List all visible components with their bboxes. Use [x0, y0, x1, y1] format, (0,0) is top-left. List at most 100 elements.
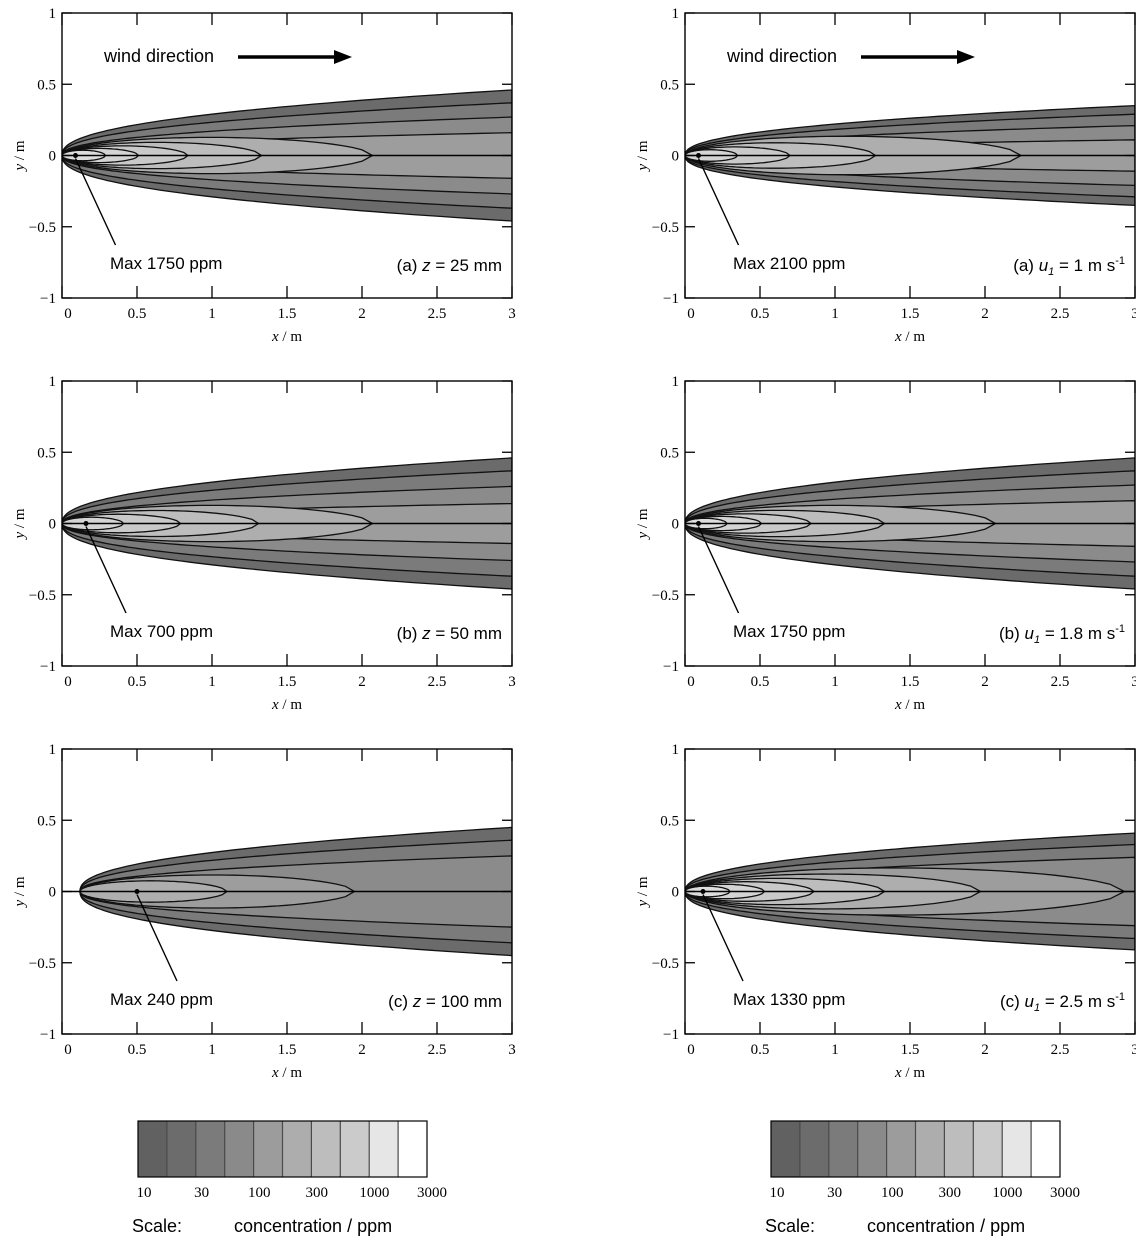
- x-tick-label: 2: [358, 306, 366, 322]
- x-tick-label: 2.5: [1051, 306, 1070, 322]
- x-tick-label: 2: [981, 306, 989, 322]
- y-tick-label: −1: [40, 1027, 56, 1043]
- max-leader-line: [697, 158, 740, 246]
- y-tick-label: 0.5: [660, 445, 679, 461]
- y-axis-label-var: y: [12, 900, 28, 909]
- x-tick-label: 1.5: [278, 306, 297, 322]
- colorbar-segment: [224, 1121, 255, 1177]
- x-tick-label: 2.5: [428, 306, 447, 322]
- y-tick-label: −1: [40, 291, 56, 307]
- x-axis-label-var: x: [894, 329, 902, 345]
- y-tick-label: 1: [49, 374, 57, 390]
- x-tick-label: 0: [64, 1042, 72, 1058]
- y-axis: 1 0.5 0 −0.5 −1: [29, 742, 512, 1043]
- x-tick-label: 1: [208, 1042, 216, 1058]
- max-label: Max 1750 ppm: [110, 254, 222, 273]
- caption-prefix: (a): [1013, 256, 1039, 275]
- caption-rest: = 50 mm: [431, 624, 502, 643]
- x-tick-label: 2: [358, 674, 366, 690]
- colorbar-segment: [340, 1121, 370, 1177]
- y-tick-label: 1: [672, 6, 680, 22]
- y-tick-label: 0.5: [660, 813, 679, 829]
- colorbar-segment: [886, 1121, 916, 1177]
- colorbar-segment: [857, 1121, 888, 1177]
- y-tick-label: 1: [49, 6, 57, 22]
- y-axis-label: y / m: [635, 876, 651, 908]
- colorbar-segment: [253, 1121, 283, 1177]
- wind-direction-arrow-head: [334, 50, 352, 64]
- y-tick-label: 0: [49, 517, 57, 533]
- colorbar-right: 10 30 100 300 1000 3000 Scale: concentration / …: [765, 1120, 1080, 1236]
- x-axis-label-var: x: [894, 697, 902, 713]
- x-tick-label: 3: [508, 306, 516, 322]
- y-axis-label: y / m: [12, 876, 28, 908]
- caption-variable: z: [412, 992, 422, 1011]
- caption-variable: u: [1025, 624, 1035, 643]
- x-tick-label: 1: [831, 674, 839, 690]
- y-tick-label: 0: [672, 517, 680, 533]
- x-axis: 0 0.5 1 1.5 2 2.5 3: [684, 381, 1136, 690]
- colorbar-segment: [915, 1121, 945, 1177]
- scale-prefix: Scale:: [132, 1216, 182, 1236]
- y-tick-label: 0.5: [37, 813, 56, 829]
- x-tick-label: 3: [508, 674, 516, 690]
- wind-direction-arrow-head: [957, 50, 975, 64]
- y-tick-label: −1: [40, 659, 56, 675]
- peak-marker: [134, 889, 140, 894]
- colorbar-segment: [311, 1121, 341, 1177]
- caption-rest: = 1 m s: [1054, 256, 1115, 275]
- x-tick-label: 0: [64, 674, 72, 690]
- x-tick-label: 1.5: [901, 1042, 920, 1058]
- y-axis-label-unit: / m: [635, 508, 651, 532]
- x-tick-label: 2: [981, 674, 989, 690]
- y-axis-label-var: y: [12, 164, 28, 173]
- scale-label: concentration / ppm: [867, 1216, 1025, 1236]
- colorbar-tick-label: 3000: [417, 1185, 447, 1201]
- peak-marker: [73, 153, 78, 158]
- x-tick-label: 3: [508, 1042, 516, 1058]
- caption-superscript: -1: [1115, 255, 1125, 267]
- caption-rest: = 25 mm: [431, 256, 502, 275]
- colorbar-segment: [166, 1121, 197, 1177]
- colorbar-tick-label: 30: [827, 1185, 842, 1201]
- caption-prefix: (b): [397, 624, 423, 643]
- caption-prefix: (c): [1000, 992, 1025, 1011]
- max-label: Max 700 ppm: [110, 622, 213, 641]
- x-axis-label-unit: / m: [902, 1065, 926, 1081]
- colorbar-segment: [1031, 1121, 1061, 1177]
- x-axis-label-unit: / m: [902, 697, 926, 713]
- caption-subscript: 1: [1034, 1002, 1040, 1014]
- x-tick-label: 3: [1131, 674, 1136, 690]
- x-tick-label: 3: [1131, 1042, 1136, 1058]
- x-axis-label: x / m: [894, 697, 925, 713]
- x-tick-label: 1: [831, 1042, 839, 1058]
- colorbar-tick-label: 300: [306, 1185, 329, 1201]
- x-axis-label-var: x: [271, 1065, 279, 1081]
- max-leader-line: [697, 526, 740, 614]
- colorbar-tick-label: 100: [881, 1185, 904, 1201]
- colorbar-tick-label: 1000: [992, 1185, 1022, 1201]
- peak-marker: [83, 521, 89, 526]
- y-tick-label: 0: [49, 149, 57, 165]
- panel-caption: (a) u1 = 1 m s-1: [1013, 255, 1125, 278]
- caption-superscript: -1: [1115, 623, 1125, 635]
- panel-caption: (a) z = 25 mm: [397, 256, 502, 275]
- max-label: Max 1330 ppm: [733, 990, 845, 1009]
- x-tick-label: 0.5: [751, 674, 770, 690]
- y-axis: 1 0.5 0 −0.5 −1: [652, 6, 1135, 307]
- y-axis-label-unit: / m: [12, 876, 28, 900]
- peak-marker: [700, 889, 706, 894]
- y-tick-label: 0: [49, 885, 57, 901]
- x-tick-label: 2.5: [428, 674, 447, 690]
- caption-variable: z: [421, 256, 431, 275]
- colorbar-tick-label: 300: [939, 1185, 962, 1201]
- caption-variable: u: [1039, 256, 1049, 275]
- y-tick-label: −0.5: [29, 588, 56, 604]
- caption-prefix: (b): [999, 624, 1025, 643]
- peak-marker: [696, 153, 701, 158]
- x-axis: 0 0.5 1 1.5 2 2.5 3: [684, 13, 1136, 322]
